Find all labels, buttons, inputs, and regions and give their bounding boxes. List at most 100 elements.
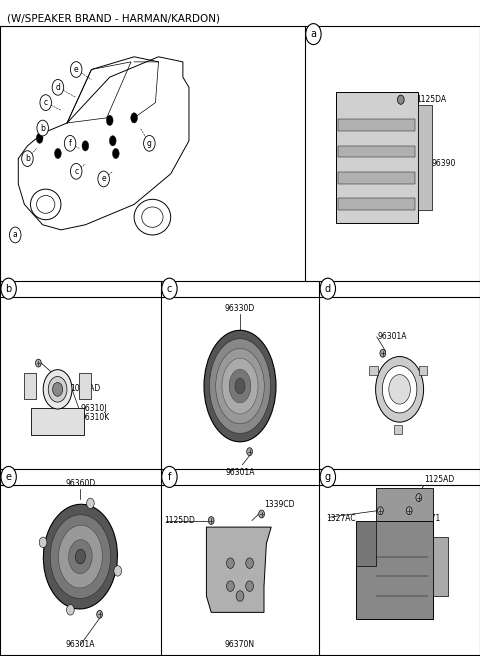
Text: 1125DA: 1125DA <box>416 95 446 104</box>
Circle shape <box>389 375 410 404</box>
Circle shape <box>52 382 62 396</box>
Ellipse shape <box>216 348 264 424</box>
Bar <box>338 119 415 131</box>
Text: 1125AD: 1125AD <box>425 476 455 484</box>
Circle shape <box>98 171 109 187</box>
Bar <box>433 537 448 596</box>
Ellipse shape <box>235 379 245 394</box>
Text: 1125DD: 1125DD <box>165 516 195 525</box>
Circle shape <box>227 581 234 592</box>
Bar <box>31 408 84 436</box>
Circle shape <box>227 558 234 568</box>
Text: 96301A: 96301A <box>66 640 95 649</box>
Bar <box>356 521 433 619</box>
Ellipse shape <box>109 136 116 146</box>
Text: g: g <box>325 472 331 482</box>
Circle shape <box>246 581 253 592</box>
Ellipse shape <box>55 148 61 159</box>
Bar <box>394 425 402 434</box>
Text: 96301A: 96301A <box>378 333 407 341</box>
Text: 96310K: 96310K <box>80 413 109 422</box>
Circle shape <box>380 350 386 357</box>
Bar <box>338 172 415 184</box>
Circle shape <box>52 79 64 95</box>
Circle shape <box>71 163 82 179</box>
Ellipse shape <box>75 549 85 564</box>
Circle shape <box>36 359 41 367</box>
Text: 96330D: 96330D <box>225 304 255 313</box>
Circle shape <box>236 590 244 601</box>
Circle shape <box>407 506 412 514</box>
Ellipse shape <box>112 148 119 159</box>
Text: 96370N: 96370N <box>225 640 255 649</box>
Bar <box>375 488 433 521</box>
Circle shape <box>208 517 214 525</box>
Circle shape <box>86 498 94 508</box>
Ellipse shape <box>222 358 258 414</box>
Text: f: f <box>69 139 72 148</box>
Circle shape <box>43 370 72 409</box>
Text: 1018AD: 1018AD <box>71 384 101 393</box>
Text: b: b <box>25 154 30 163</box>
Circle shape <box>37 120 48 136</box>
Text: e: e <box>6 472 12 482</box>
Bar <box>336 92 418 223</box>
Circle shape <box>383 366 417 413</box>
Circle shape <box>64 135 76 151</box>
Text: 96360D: 96360D <box>65 479 96 488</box>
Circle shape <box>144 135 155 151</box>
Text: b: b <box>40 123 45 133</box>
Text: c: c <box>74 167 78 176</box>
Bar <box>338 146 415 157</box>
Circle shape <box>22 151 33 167</box>
Text: d: d <box>56 83 60 92</box>
Circle shape <box>246 558 253 568</box>
Text: 96390: 96390 <box>432 159 456 169</box>
Text: c: c <box>167 283 172 294</box>
Text: b: b <box>5 283 12 294</box>
Bar <box>24 373 36 399</box>
Ellipse shape <box>204 331 276 442</box>
Circle shape <box>67 605 74 615</box>
Circle shape <box>397 95 404 104</box>
Circle shape <box>306 24 321 45</box>
Circle shape <box>162 278 177 299</box>
Circle shape <box>259 510 264 518</box>
Bar <box>419 366 427 375</box>
Circle shape <box>39 537 47 548</box>
Text: 96360U: 96360U <box>383 392 412 400</box>
Text: 96301A: 96301A <box>225 468 255 477</box>
Circle shape <box>48 377 67 402</box>
Text: e: e <box>74 65 79 74</box>
Circle shape <box>40 94 51 110</box>
Ellipse shape <box>69 540 92 573</box>
Ellipse shape <box>82 141 89 151</box>
Bar <box>79 373 91 399</box>
Text: d: d <box>325 283 331 294</box>
Ellipse shape <box>43 504 118 609</box>
Text: a: a <box>13 230 18 239</box>
Circle shape <box>1 466 16 487</box>
Circle shape <box>320 466 336 487</box>
Text: a: a <box>311 29 316 39</box>
Bar <box>356 521 376 566</box>
Text: (W/SPEAKER BRAND - HARMAN/KARDON): (W/SPEAKER BRAND - HARMAN/KARDON) <box>7 13 220 23</box>
Text: g: g <box>147 139 152 148</box>
Text: 96371: 96371 <box>417 514 441 523</box>
Polygon shape <box>206 527 271 613</box>
Circle shape <box>377 506 383 514</box>
Ellipse shape <box>59 525 102 588</box>
Text: c: c <box>44 98 48 107</box>
Circle shape <box>376 357 424 422</box>
Bar <box>338 198 415 210</box>
Circle shape <box>10 227 21 243</box>
Ellipse shape <box>107 115 113 125</box>
Ellipse shape <box>36 133 43 143</box>
Circle shape <box>71 62 82 77</box>
Ellipse shape <box>131 113 137 123</box>
Bar <box>369 366 378 375</box>
Text: 96310J: 96310J <box>80 403 107 413</box>
Ellipse shape <box>209 338 271 434</box>
Text: e: e <box>101 174 106 184</box>
Text: 1339CD: 1339CD <box>264 501 295 509</box>
